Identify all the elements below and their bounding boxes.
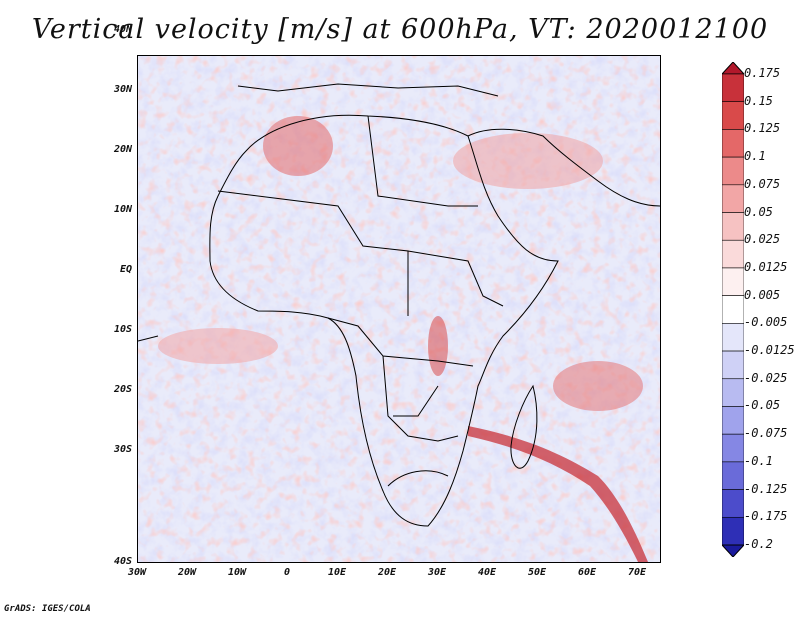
- colorbar-segment: [722, 323, 744, 352]
- lat-tick-label: 20N: [113, 144, 132, 155]
- lon-tick-label: 20W: [177, 567, 197, 578]
- colorbar-label: -0.005: [744, 315, 788, 330]
- colorbar-label: 0.025: [744, 232, 781, 247]
- colorbar-segment: [722, 406, 744, 435]
- coastlines-and-borders: [138, 83, 660, 527]
- colorbar-label: -0.075: [744, 426, 788, 441]
- colorbar-label: -0.05: [744, 398, 781, 413]
- red-anomaly-regions: [158, 116, 643, 411]
- chart-title: Vertical velocity [m/s] at 600hPa, VT: 2…: [31, 14, 769, 45]
- lon-tick-label: 40E: [477, 567, 497, 578]
- lat-tick-label: 10S: [113, 324, 132, 335]
- colorbar-label: -0.1: [744, 453, 773, 468]
- lon-tick-label: 70E: [627, 567, 647, 578]
- colorbar-label: 0.175: [744, 66, 781, 80]
- lon-tick-label: 50E: [527, 567, 547, 578]
- colorbar-segment: [722, 267, 744, 296]
- lat-tick-label: 20S: [113, 384, 132, 395]
- colorbar-label: 0.05: [744, 204, 773, 219]
- colorbar-segment: [722, 156, 744, 186]
- footer-credit: GrADS: IGES/COLA: [4, 604, 91, 614]
- red-band: [468, 426, 648, 562]
- colorbar-segment: [722, 101, 744, 130]
- colorbar-segment: [722, 489, 744, 518]
- colorbar-label: 0.0125: [744, 259, 788, 274]
- map-panel: [137, 55, 661, 563]
- colorbar-label: -0.125: [744, 481, 788, 496]
- colorbar-label: 0.075: [744, 176, 781, 191]
- colorbar-segment: [722, 350, 744, 380]
- colorbar-segment: [722, 378, 744, 407]
- colorbar-segment: [722, 129, 744, 158]
- lat-tick-label: 40N: [113, 24, 132, 35]
- colorbar-label: -0.2: [744, 537, 773, 551]
- lat-tick-label: EQ: [119, 264, 132, 275]
- colorbar-segment: [722, 295, 744, 324]
- colorbar-segment: [722, 73, 744, 103]
- lon-tick-label: 30E: [427, 567, 447, 578]
- lat-tick-label: 30S: [113, 444, 132, 455]
- lon-tick-label: 10W: [227, 567, 247, 578]
- lat-tick-label: 10N: [113, 204, 132, 215]
- colorbar-segment: [722, 516, 744, 546]
- lon-tick-label: 30W: [127, 567, 147, 578]
- lon-tick-label: 10E: [327, 567, 347, 578]
- colorbar-segment: [722, 239, 744, 269]
- lon-tick-label: 60E: [577, 567, 597, 578]
- colorbar-segment: [722, 184, 744, 213]
- lat-tick-label: 30N: [113, 84, 132, 95]
- lon-tick-label: 0: [283, 567, 291, 578]
- velocity-field: [138, 56, 660, 562]
- colorbar-segment: [722, 212, 744, 241]
- colorbar-top-arrow: [722, 62, 744, 75]
- colorbar-bottom-arrow: [722, 544, 744, 557]
- colorbar: [722, 62, 744, 557]
- colorbar-label: 0.125: [744, 121, 781, 136]
- colorbar-label: -0.025: [744, 370, 788, 385]
- colorbar-segment: [722, 461, 744, 490]
- lat-tick-label: 40S: [113, 556, 132, 567]
- colorbar-label: 0.1: [744, 149, 766, 164]
- colorbar-label: 0.15: [744, 93, 773, 108]
- colorbar-label: 0.005: [744, 287, 781, 302]
- colorbar-label: -0.0125: [744, 343, 795, 358]
- colorbar-segment: [722, 433, 744, 463]
- lon-tick-label: 20E: [377, 567, 397, 578]
- colorbar-label: -0.175: [744, 509, 788, 524]
